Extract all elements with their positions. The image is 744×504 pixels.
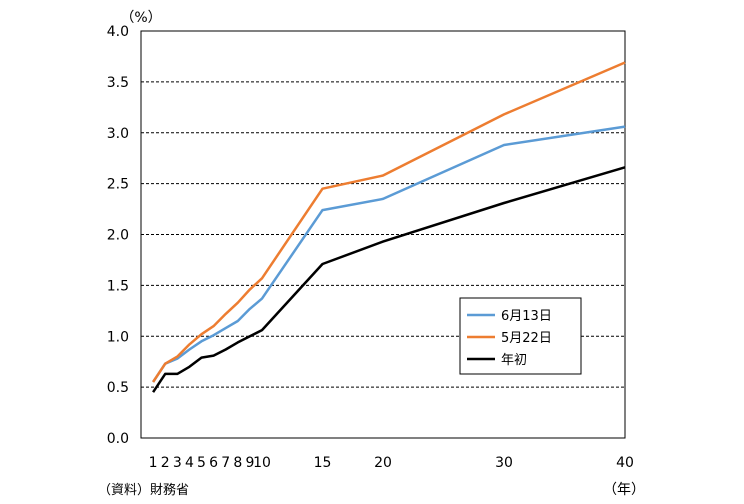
- x-tick-label: 8: [233, 455, 242, 471]
- x-tick-label: 2: [161, 455, 170, 471]
- x-tick-label: 20: [374, 455, 392, 471]
- y-unit-label: （%）: [120, 10, 161, 26]
- x-tick-label: 6: [209, 455, 218, 471]
- y-tick-label: 1.0: [107, 329, 129, 345]
- y-tick-label: 2.5: [107, 177, 129, 193]
- series-lines: [152, 61, 626, 393]
- legend-label: 6月13日: [501, 309, 552, 324]
- x-tick-label: 5: [197, 455, 206, 471]
- x-tick-label: 30: [495, 455, 513, 471]
- grid-lines: [141, 81, 625, 388]
- y-axis: 0.0 0.5 1.0 1.5 2.0 2.5 3.0 3.5 4.0: [107, 24, 129, 447]
- x-axis: 1 2 3 4 5 6 7 8 910 15 20 30 40: [149, 455, 634, 471]
- x-tick-label: 7: [221, 455, 230, 471]
- x-tick-label: 1: [149, 455, 158, 471]
- x-tick-label: 10: [253, 455, 271, 471]
- source-note: （資料）財務省: [98, 483, 189, 498]
- y-tick-label: 1.5: [107, 278, 129, 294]
- x-tick-label: 9: [245, 455, 254, 471]
- series-line-0: [152, 125, 626, 383]
- y-tick-label: 4.0: [107, 24, 129, 40]
- y-tick-label: 3.5: [107, 75, 129, 91]
- y-tick-label: 0.0: [107, 431, 129, 447]
- legend-label: 5月22日: [501, 331, 552, 346]
- x-tick-label: 3: [173, 455, 182, 471]
- y-tick-label: 3.0: [107, 126, 129, 142]
- x-tick-label: 40: [616, 455, 634, 471]
- y-tick-label: 0.5: [107, 380, 129, 396]
- legend-label: 年初: [501, 353, 527, 368]
- y-tick-label: 2.0: [107, 228, 129, 244]
- series-line-1: [152, 61, 626, 383]
- series-line-2: [152, 166, 626, 393]
- x-unit-label: （年）: [603, 482, 645, 498]
- x-tick-label: 4: [185, 455, 194, 471]
- x-tick-label: 15: [314, 455, 332, 471]
